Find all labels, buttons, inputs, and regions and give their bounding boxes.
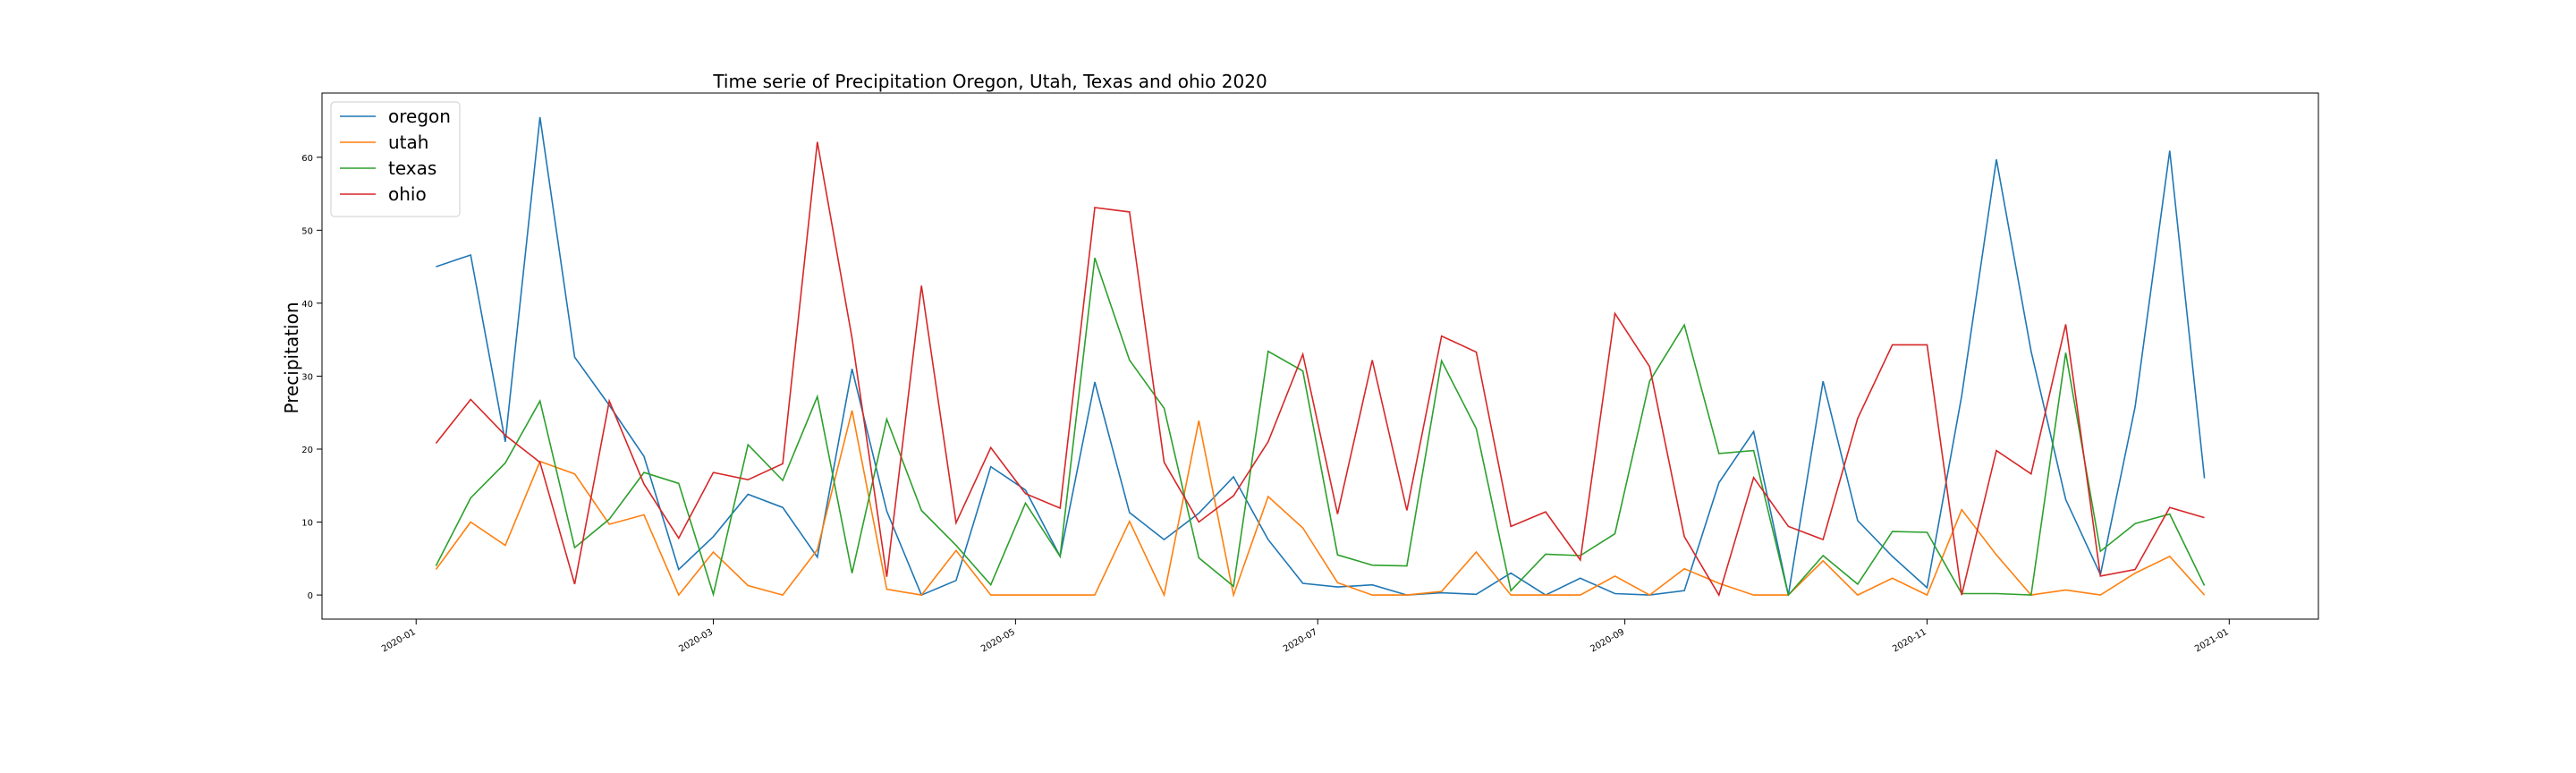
chart-title: Time serie of Precipitation Oregon, Utah… [712,71,1267,92]
legend-label-oregon: oregon [388,106,451,127]
y-tick-label: 60 [301,154,313,164]
legend: oregon utah texas ohio [330,101,461,217]
legend-label-texas: texas [388,157,436,179]
y-axis-label: Precipitation [281,302,302,413]
series-line-ohio [435,141,2205,598]
legend-label-utah: utah [388,132,428,153]
y-tick-label: 40 [301,300,313,310]
series-line-texas [435,258,2206,598]
plot-frame [321,92,2319,620]
y-tick-label: 0 [308,591,313,601]
legend-label-ohio: ohio [388,183,427,205]
series-line-oregon [436,116,2206,597]
lines-layer [435,116,2206,599]
series-line-utah [435,410,2206,599]
y-tick-label: 30 [301,372,313,382]
y-tick-label: 10 [301,519,313,529]
legend-box [330,101,461,217]
y-tick-label: 50 [301,226,313,236]
y-tick-label: 20 [301,446,313,455]
